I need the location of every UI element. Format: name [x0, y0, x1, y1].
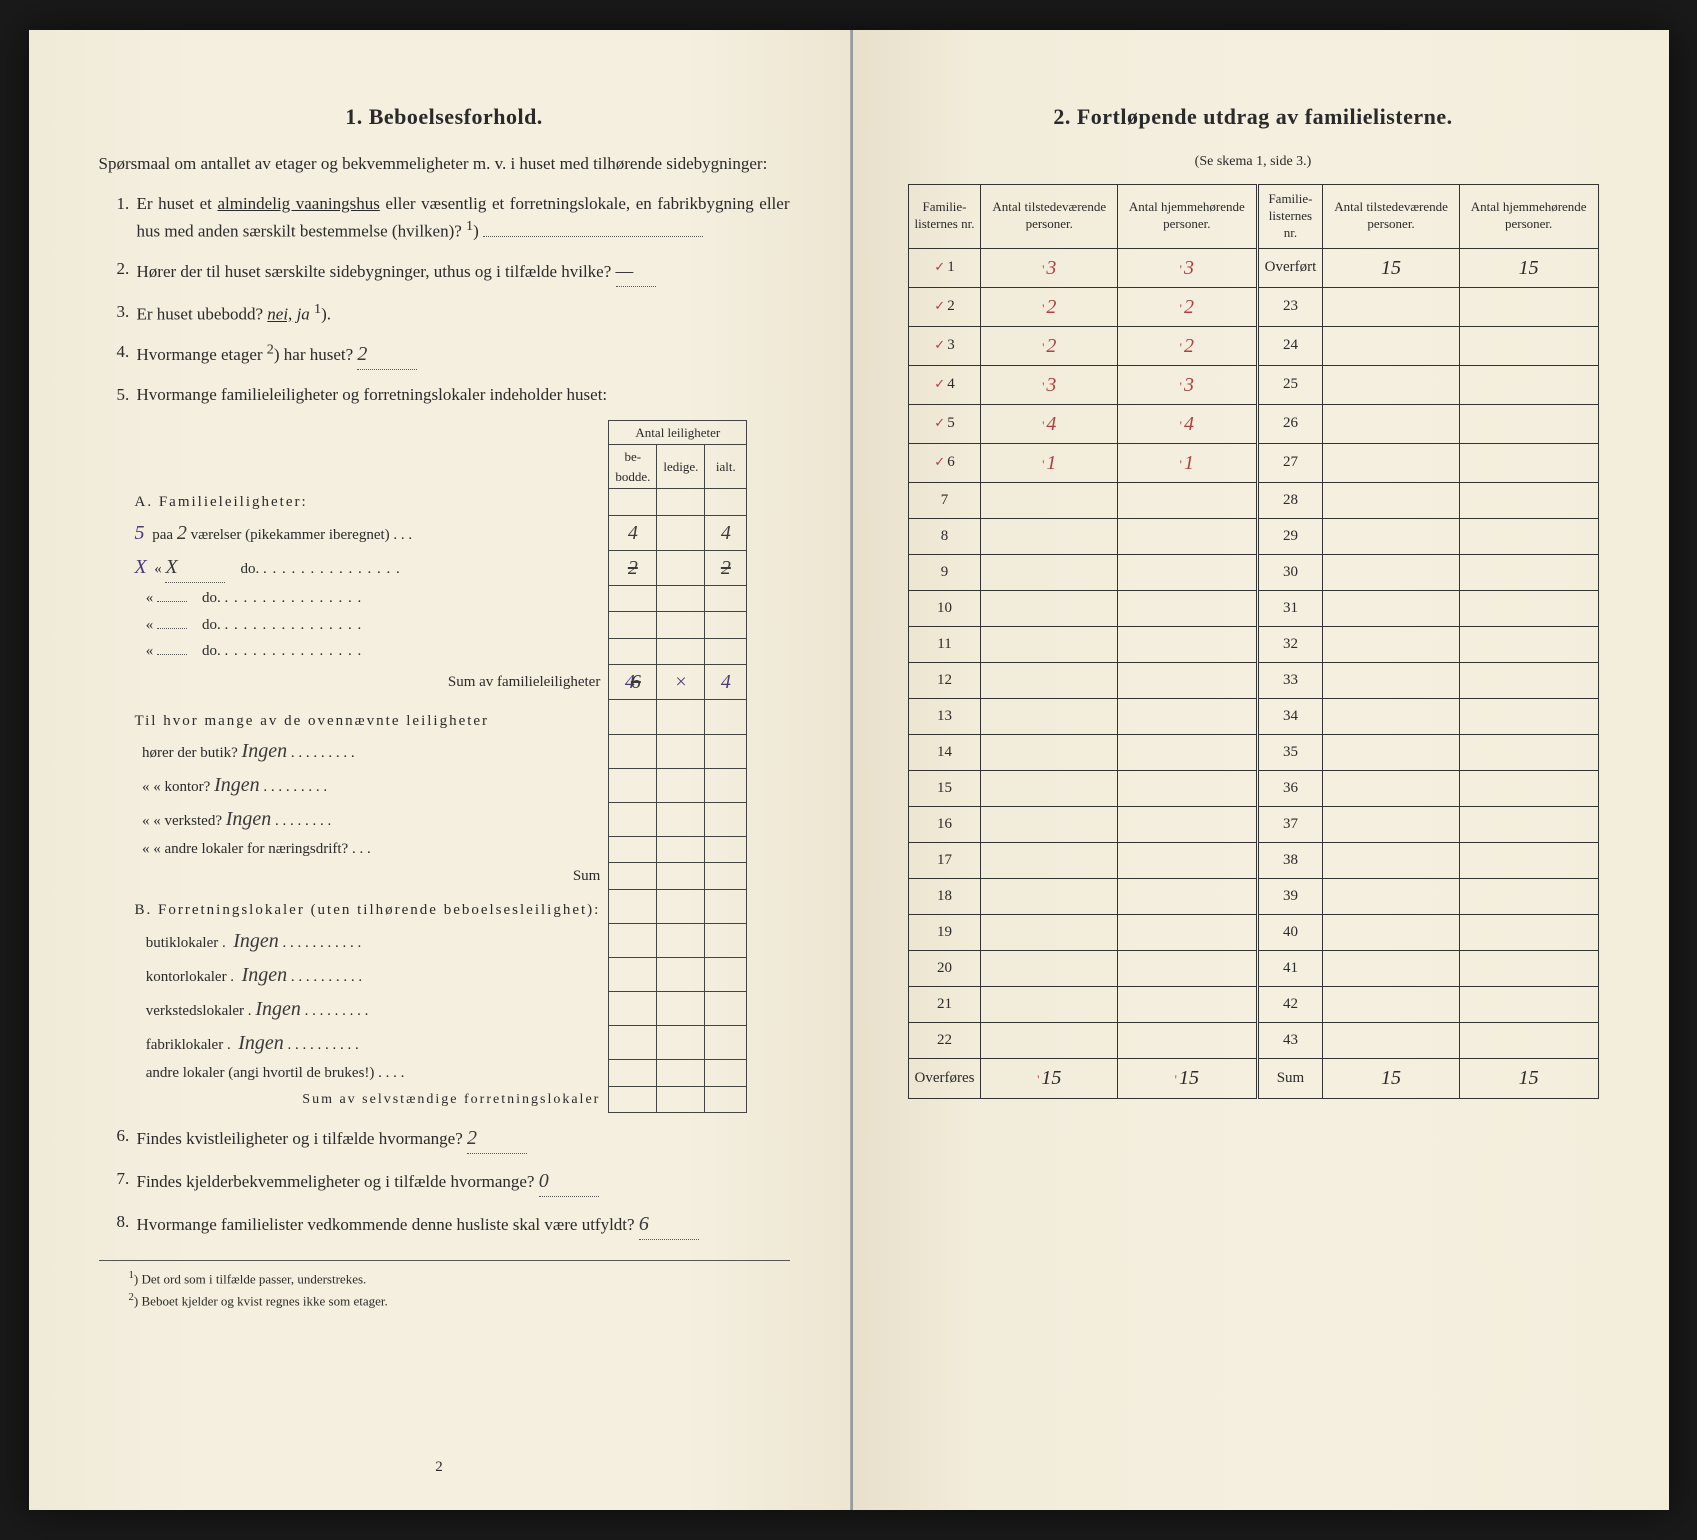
q7: 7.Findes kjelderbekvemmeligheter og i ti… [117, 1166, 790, 1197]
page-number: 2 [435, 1456, 443, 1479]
q8: 8.Hvormange familielister vedkommende de… [117, 1209, 790, 1240]
q1: 1. Er huset et almindelig vaaningshus el… [117, 191, 790, 245]
table-row: 2243 [908, 1022, 1598, 1058]
footnotes: 1) Det ord som i tilfælde passer, unders… [99, 1260, 790, 1311]
table-row: « « kontor? Ingen . . . . . . . . . [129, 768, 747, 802]
table-row: 1233 [908, 662, 1598, 698]
right-subtitle: (Se skema 1, side 3.) [908, 151, 1599, 172]
sum-row: Sum av familieleiligheter 46 × 4 [129, 665, 747, 700]
table-row: 1031 [908, 590, 1598, 626]
table-row: ✓5'4'426 [908, 404, 1598, 443]
q5: 5. Hvormange familieleiligheter og forre… [117, 382, 790, 408]
left-heading: 1. Beboelsesforhold. [99, 100, 790, 133]
table-row: ✓2'2'223 [908, 287, 1598, 326]
left-page: 1. Beboelsesforhold. Spørsmaal om antall… [29, 30, 851, 1510]
table-row: « do. [129, 585, 747, 612]
th-tilstede-2: Antal tilstedeværende personer. [1323, 185, 1460, 249]
table-row: « do. [129, 612, 747, 639]
table-row: 2142 [908, 986, 1598, 1022]
table-row: 1435 [908, 734, 1598, 770]
table-row: 1940 [908, 914, 1598, 950]
table-row: 1839 [908, 878, 1598, 914]
table-row: hører der butik? Ingen . . . . . . . . . [129, 734, 747, 768]
intro-text: Spørsmaal om antallet av etager og bekve… [99, 151, 790, 177]
th-hjemme-2: Antal hjemmehørende personer. [1459, 185, 1598, 249]
q2: 2. Hører der til huset særskilte sidebyg… [117, 256, 790, 287]
th-hjemme: Antal hjemmehørende personer. [1117, 185, 1257, 249]
table-row: ✓1'3'3Overført1515 [908, 248, 1598, 287]
table-row: verkstedslokaler . Ingen . . . . . . . .… [129, 992, 747, 1026]
th-tilstede: Antal tilstedeværende personer. [981, 185, 1118, 249]
table-row: 1132 [908, 626, 1598, 662]
table-row: « « andre lokaler for næringsdrift? . . … [129, 836, 747, 863]
th-nr-2: Familie- listernes nr. [1257, 185, 1323, 249]
th-nr: Familie- listernes nr. [908, 185, 981, 249]
table-row: 930 [908, 554, 1598, 590]
q3: 3. Er huset ubebodd? nei, ja 1). [117, 299, 790, 327]
familielister-table: Familie- listernes nr. Antal tilstedevær… [908, 184, 1599, 1099]
table-row: ✓6'1'127 [908, 443, 1598, 482]
table-row: 829 [908, 518, 1598, 554]
q4: 4. Hvormange etager 2) har huset? 2 [117, 339, 790, 370]
table-row: « do. [129, 638, 747, 665]
table-row: 1334 [908, 698, 1598, 734]
table-row: 728 [908, 482, 1598, 518]
leiligheter-table: Antal leiligheter be- bodde. ledige. ial… [129, 420, 748, 1114]
question-list: 1. Er huset et almindelig vaaningshus el… [99, 191, 790, 408]
table-row: fabriklokaler . Ingen . . . . . . . . . … [129, 1026, 747, 1060]
table-row: butiklokaler . Ingen . . . . . . . . . .… [129, 924, 747, 958]
book-spread: 1. Beboelsesforhold. Spørsmaal om antall… [29, 30, 1669, 1510]
table-row: ✓3'2'224 [908, 326, 1598, 365]
table-row: 1637 [908, 806, 1598, 842]
table-row: 1738 [908, 842, 1598, 878]
table-row: 1536 [908, 770, 1598, 806]
table-row: X « X do. 2 2 [129, 550, 747, 585]
table-row: 5 paa 2 værelser (pikekammer iberegnet) … [129, 515, 747, 550]
q6: 6.Findes kvistleiligheter og i tilfælde … [117, 1123, 790, 1154]
right-heading: 2. Fortløpende utdrag av familielisterne… [908, 100, 1599, 133]
table-row: kontorlokaler . Ingen . . . . . . . . . … [129, 958, 747, 992]
right-page: 2. Fortløpende utdrag av familielisterne… [851, 30, 1669, 1510]
table-row: andre lokaler (angi hvortil de brukes!) … [129, 1060, 747, 1087]
table-row: « « verksted? Ingen . . . . . . . . [129, 802, 747, 836]
table-row: ✓4'3'325 [908, 365, 1598, 404]
question-list-2: 6.Findes kvistleiligheter og i tilfælde … [99, 1123, 790, 1240]
table-row: 2041 [908, 950, 1598, 986]
sum-row: Overføres'15'15Sum1515 [908, 1058, 1598, 1098]
